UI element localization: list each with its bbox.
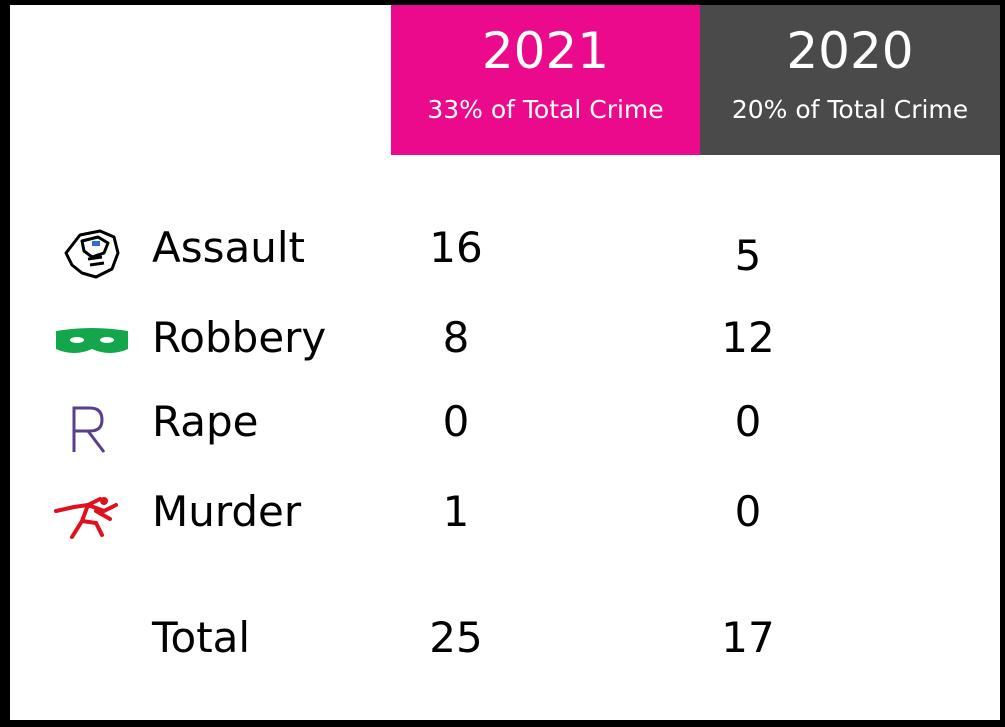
subtitle: 33% of Total Crime bbox=[427, 95, 664, 124]
runner-icon bbox=[54, 497, 118, 539]
year: 2020 bbox=[786, 22, 914, 80]
mask-icon bbox=[56, 328, 128, 353]
subtitle: 20% of Total Crime bbox=[731, 95, 969, 124]
row-value: 5 bbox=[734, 231, 762, 280]
header-2021: 2021 33% of Total Crime bbox=[391, 5, 700, 155]
total-value: 25 bbox=[429, 613, 483, 662]
header-2020: 2020 20% of Total Crime bbox=[700, 5, 1000, 155]
row-value: 1 bbox=[442, 487, 470, 536]
year: 2021 bbox=[481, 22, 610, 80]
row-label: Robbery bbox=[152, 313, 327, 362]
row-value: 16 bbox=[429, 223, 483, 272]
r-icon bbox=[72, 406, 106, 453]
row-value: 12 bbox=[721, 313, 775, 362]
row-label: Rape bbox=[152, 397, 259, 446]
row-value: 0 bbox=[442, 397, 470, 446]
row-label: Assault bbox=[152, 223, 305, 272]
row-value: 0 bbox=[734, 397, 762, 446]
row-label: Murder bbox=[152, 487, 302, 536]
row-value: 0 bbox=[734, 487, 762, 536]
fist-icon bbox=[64, 229, 120, 279]
total-value: 17 bbox=[721, 613, 775, 662]
total-label: Total bbox=[152, 613, 251, 662]
row-value: 8 bbox=[442, 313, 470, 362]
